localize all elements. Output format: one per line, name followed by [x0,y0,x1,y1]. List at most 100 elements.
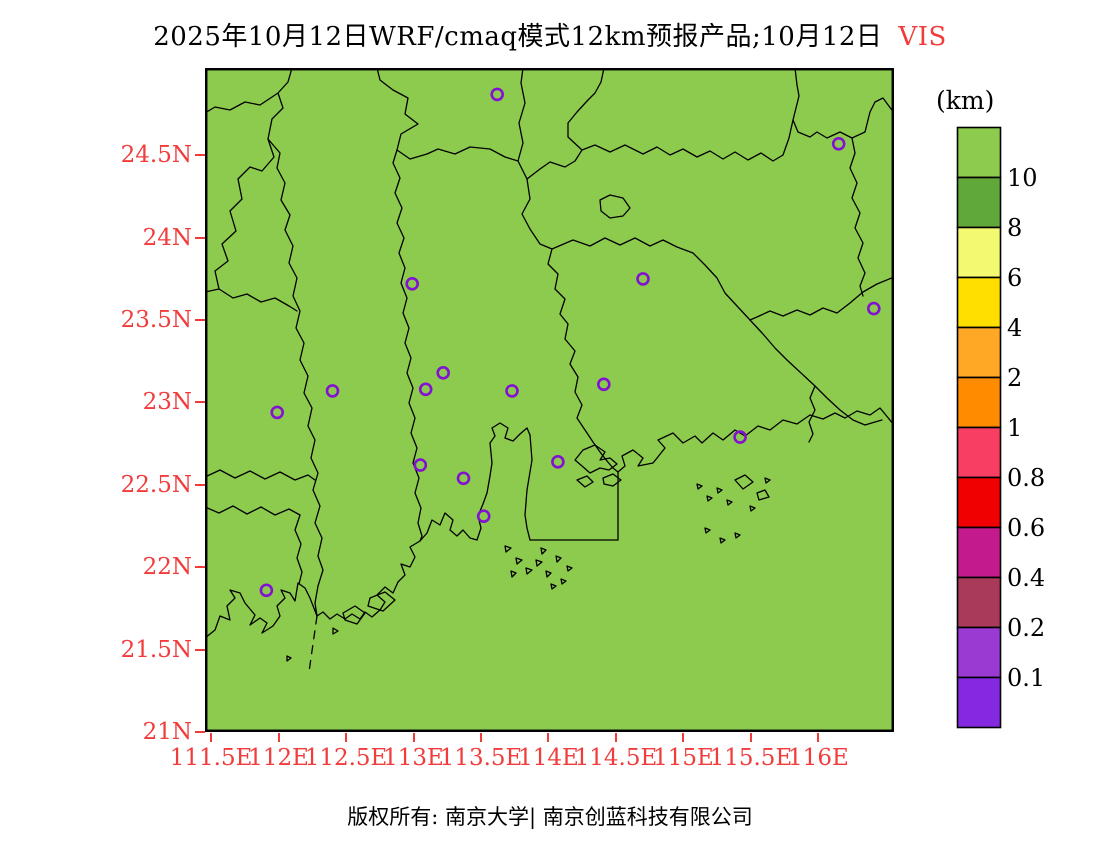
maritime-dashed-line [308,615,318,673]
colorbar-level-label: 1 [1007,414,1023,442]
island-outline [342,605,366,625]
x-axis-label: 115E [653,745,714,771]
map-panel [204,67,895,733]
island-outline [574,444,618,474]
colorbar-level-label: 0.4 [1007,564,1046,592]
y-axis-tick [195,566,205,569]
city-station-marker [418,382,433,397]
x-axis-label: 113.5E [439,745,523,771]
island-outline [602,473,622,487]
x-axis-tick [480,733,482,742]
island-outline [734,474,754,490]
y-axis-label: 24.5N [120,142,192,169]
page-title: 2025年10月12日WRF/cmaq模式12km预报产品;10月12日 VIS [0,16,1100,53]
island-outline [576,475,594,488]
city-station-marker [551,454,565,469]
province-boundary [204,469,316,481]
map-background [205,68,894,732]
colorbar-cell [956,526,1002,579]
city-station-marker [259,583,274,598]
coastline [617,407,895,473]
city-station-marker [405,277,419,291]
city-station-marker [831,137,846,151]
y-axis-tick [195,236,205,239]
province-boundary [599,194,631,219]
colorbar-cell [956,276,1002,329]
city-station-marker [436,365,450,380]
province-boundaries [204,67,895,673]
y-axis-label: 21N [142,719,192,745]
colorbar-cell [956,626,1002,679]
x-axis-label: 115.5E [709,745,793,771]
x-axis-label: 112E [248,745,309,771]
y-axis-label: 22N [142,554,192,581]
colorbar-level-label: 0.1 [1007,664,1046,692]
y-axis-tick [195,483,205,486]
x-axis-label: 112.5E [304,745,388,771]
x-axis-tick [412,733,415,742]
map-svg [204,67,895,733]
colorbar-level-label: 0.2 [1007,614,1046,642]
colorbar-level-label: 8 [1007,214,1023,242]
y-axis-label: 23N [142,389,192,416]
x-axis-tick [614,733,617,742]
colorbar-cell [956,576,1002,629]
hk-zone-rectangle [529,471,619,541]
map-frame [204,67,895,733]
y-axis-label: 24N [142,224,192,251]
city-station-marker [505,384,519,398]
province-boundary [526,67,605,180]
small-islands [286,477,771,662]
province-boundary [204,92,279,114]
x-axis-tick [210,733,213,742]
colorbar-level-label: 0.6 [1007,514,1046,542]
city-station-marker [636,272,650,286]
province-boundary [218,288,298,312]
estuary-head [489,422,531,444]
x-axis-tick [682,733,685,742]
y-axis-tick [195,154,205,157]
city-station-marker [866,301,881,316]
colorbar-level-label: 0.8 [1007,464,1046,492]
province-boundary [204,505,301,516]
x-axis-label: 113E [383,745,444,771]
y-axis-label: 21.5N [120,636,192,663]
colorbar-cell [956,676,1002,729]
y-axis-tick [195,648,205,651]
y-axis-label: 23.5N [120,307,192,334]
province-boundary [849,137,866,297]
city-station-marker [456,471,471,486]
estuary-east-bank [524,434,533,541]
province-boundary [792,67,895,139]
province-boundary [294,514,303,585]
coastline [204,512,478,639]
city-station-marker [733,430,747,444]
colorbar-cell [956,326,1002,379]
x-axis-tick [547,733,550,742]
island-outline [367,591,396,612]
x-axis-tick [749,733,752,742]
city-station-marker [596,377,611,392]
colorbar [956,126,1002,729]
copyright-footer: 版权所有: 南京大学| 南京创蓝科技有限公司 [347,805,753,829]
y-axis-tick [195,401,205,404]
y-axis-tick [195,731,205,733]
colorbar-level-label: 6 [1007,264,1023,292]
city-station-marker [490,87,505,102]
colorbar-cell [956,126,1002,179]
province-boundary [581,119,794,162]
x-axis-tick [277,733,280,742]
province-boundary [376,67,619,473]
colorbar-level-label: 10 [1007,164,1038,192]
island-outline [756,489,770,501]
y-axis-tick [195,319,205,322]
province-boundary [517,67,526,162]
city-station-marker [270,405,284,420]
x-axis-label: 111.5E [169,745,253,771]
station-markers [259,87,881,598]
x-axis-tick [817,733,820,742]
y-axis-label: 22.5N [120,471,192,498]
x-axis-tick [345,733,348,742]
province-boundary [551,237,883,426]
x-axis-label: 116E [788,745,849,771]
